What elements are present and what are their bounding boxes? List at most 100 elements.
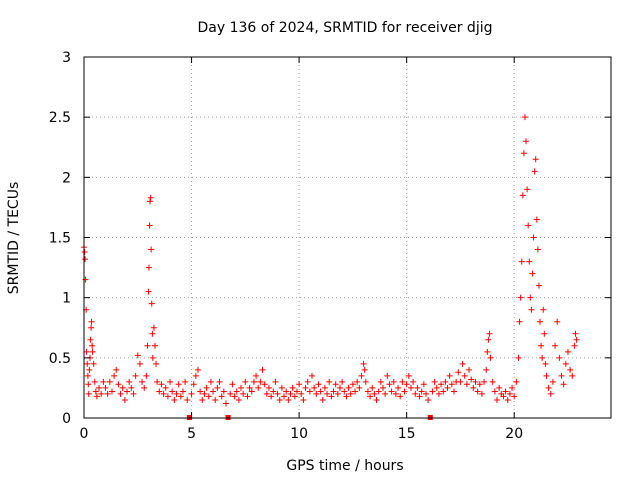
data-point (126, 378, 133, 385)
data-point (545, 384, 552, 391)
data-point (151, 342, 158, 349)
data-point (149, 354, 156, 361)
data-point (500, 393, 507, 400)
data-point (375, 388, 382, 395)
data-point (530, 234, 537, 241)
data-point (334, 390, 341, 397)
data-point (564, 348, 571, 355)
data-point (265, 384, 272, 391)
data-point (259, 366, 266, 373)
data-point (182, 378, 189, 385)
data-point (136, 360, 143, 367)
data-point (395, 384, 402, 391)
data-point (84, 372, 91, 379)
data-point (360, 360, 367, 367)
data-point (556, 354, 563, 361)
data-point (515, 354, 522, 361)
y-tick-label: 0 (62, 411, 71, 427)
y-tick-label: 2.5 (49, 110, 71, 126)
data-point (538, 342, 545, 349)
data-point (535, 282, 542, 289)
data-point (85, 390, 92, 397)
data-point (444, 384, 451, 391)
y-tick-label: 0.5 (49, 351, 71, 367)
data-point (384, 372, 391, 379)
data-point (220, 388, 227, 395)
data-point (167, 378, 174, 385)
data-point (296, 381, 303, 388)
data-point (268, 393, 275, 400)
data-point (540, 306, 547, 313)
data-point (446, 372, 453, 379)
data-point (330, 388, 337, 395)
data-point (317, 388, 324, 395)
data-point (352, 388, 359, 395)
data-point (382, 390, 389, 397)
data-point (554, 318, 561, 325)
data-point (401, 388, 408, 395)
data-point (539, 354, 546, 361)
y-axis-label: SRMTID / TECUs (6, 182, 22, 295)
data-point (255, 384, 262, 391)
data-point (134, 352, 141, 359)
data-point (240, 390, 247, 397)
data-point (496, 384, 503, 391)
data-point (93, 393, 100, 400)
data-point (124, 388, 131, 395)
data-point (519, 192, 526, 199)
data-point (89, 342, 96, 349)
data-point (227, 390, 234, 397)
data-point (148, 246, 155, 253)
data-point (420, 381, 427, 388)
data-point (461, 372, 468, 379)
data-point (104, 390, 111, 397)
data-point (261, 381, 268, 388)
data-point (341, 388, 348, 395)
data-point (164, 393, 171, 400)
data-point (435, 390, 442, 397)
data-point (324, 390, 331, 397)
data-point (231, 393, 238, 400)
data-point (321, 384, 328, 391)
data-point (315, 381, 322, 388)
data-point (410, 378, 417, 385)
data-point (90, 360, 97, 367)
data-point (525, 222, 532, 229)
data-point (440, 388, 447, 395)
data-point (463, 381, 470, 388)
data-point (177, 393, 184, 400)
data-point (549, 378, 556, 385)
data-point (405, 372, 412, 379)
data-point (526, 258, 533, 265)
data-point (476, 381, 483, 388)
x-tick-label: 10 (290, 426, 308, 442)
data-point (373, 396, 380, 403)
data-point (257, 378, 264, 385)
data-point (285, 396, 292, 403)
data-point (543, 372, 550, 379)
data-point (278, 384, 285, 391)
data-point (533, 216, 540, 223)
data-point (128, 384, 135, 391)
data-point (534, 246, 541, 253)
data-point (309, 372, 316, 379)
data-point (158, 381, 165, 388)
data-point (470, 384, 477, 391)
data-point (542, 360, 549, 367)
data-point (218, 393, 225, 400)
data-point (502, 388, 509, 395)
data-point (517, 294, 524, 301)
data-point (250, 378, 257, 385)
data-point (160, 390, 167, 397)
data-point (244, 393, 251, 400)
data-point (82, 276, 89, 283)
data-point (222, 400, 229, 407)
data-point (489, 378, 496, 385)
data-point (558, 372, 565, 379)
data-point (283, 388, 290, 395)
data-point (113, 366, 120, 373)
data-point (484, 348, 491, 355)
data-point (253, 372, 260, 379)
data-point (98, 390, 105, 397)
data-point (130, 390, 137, 397)
